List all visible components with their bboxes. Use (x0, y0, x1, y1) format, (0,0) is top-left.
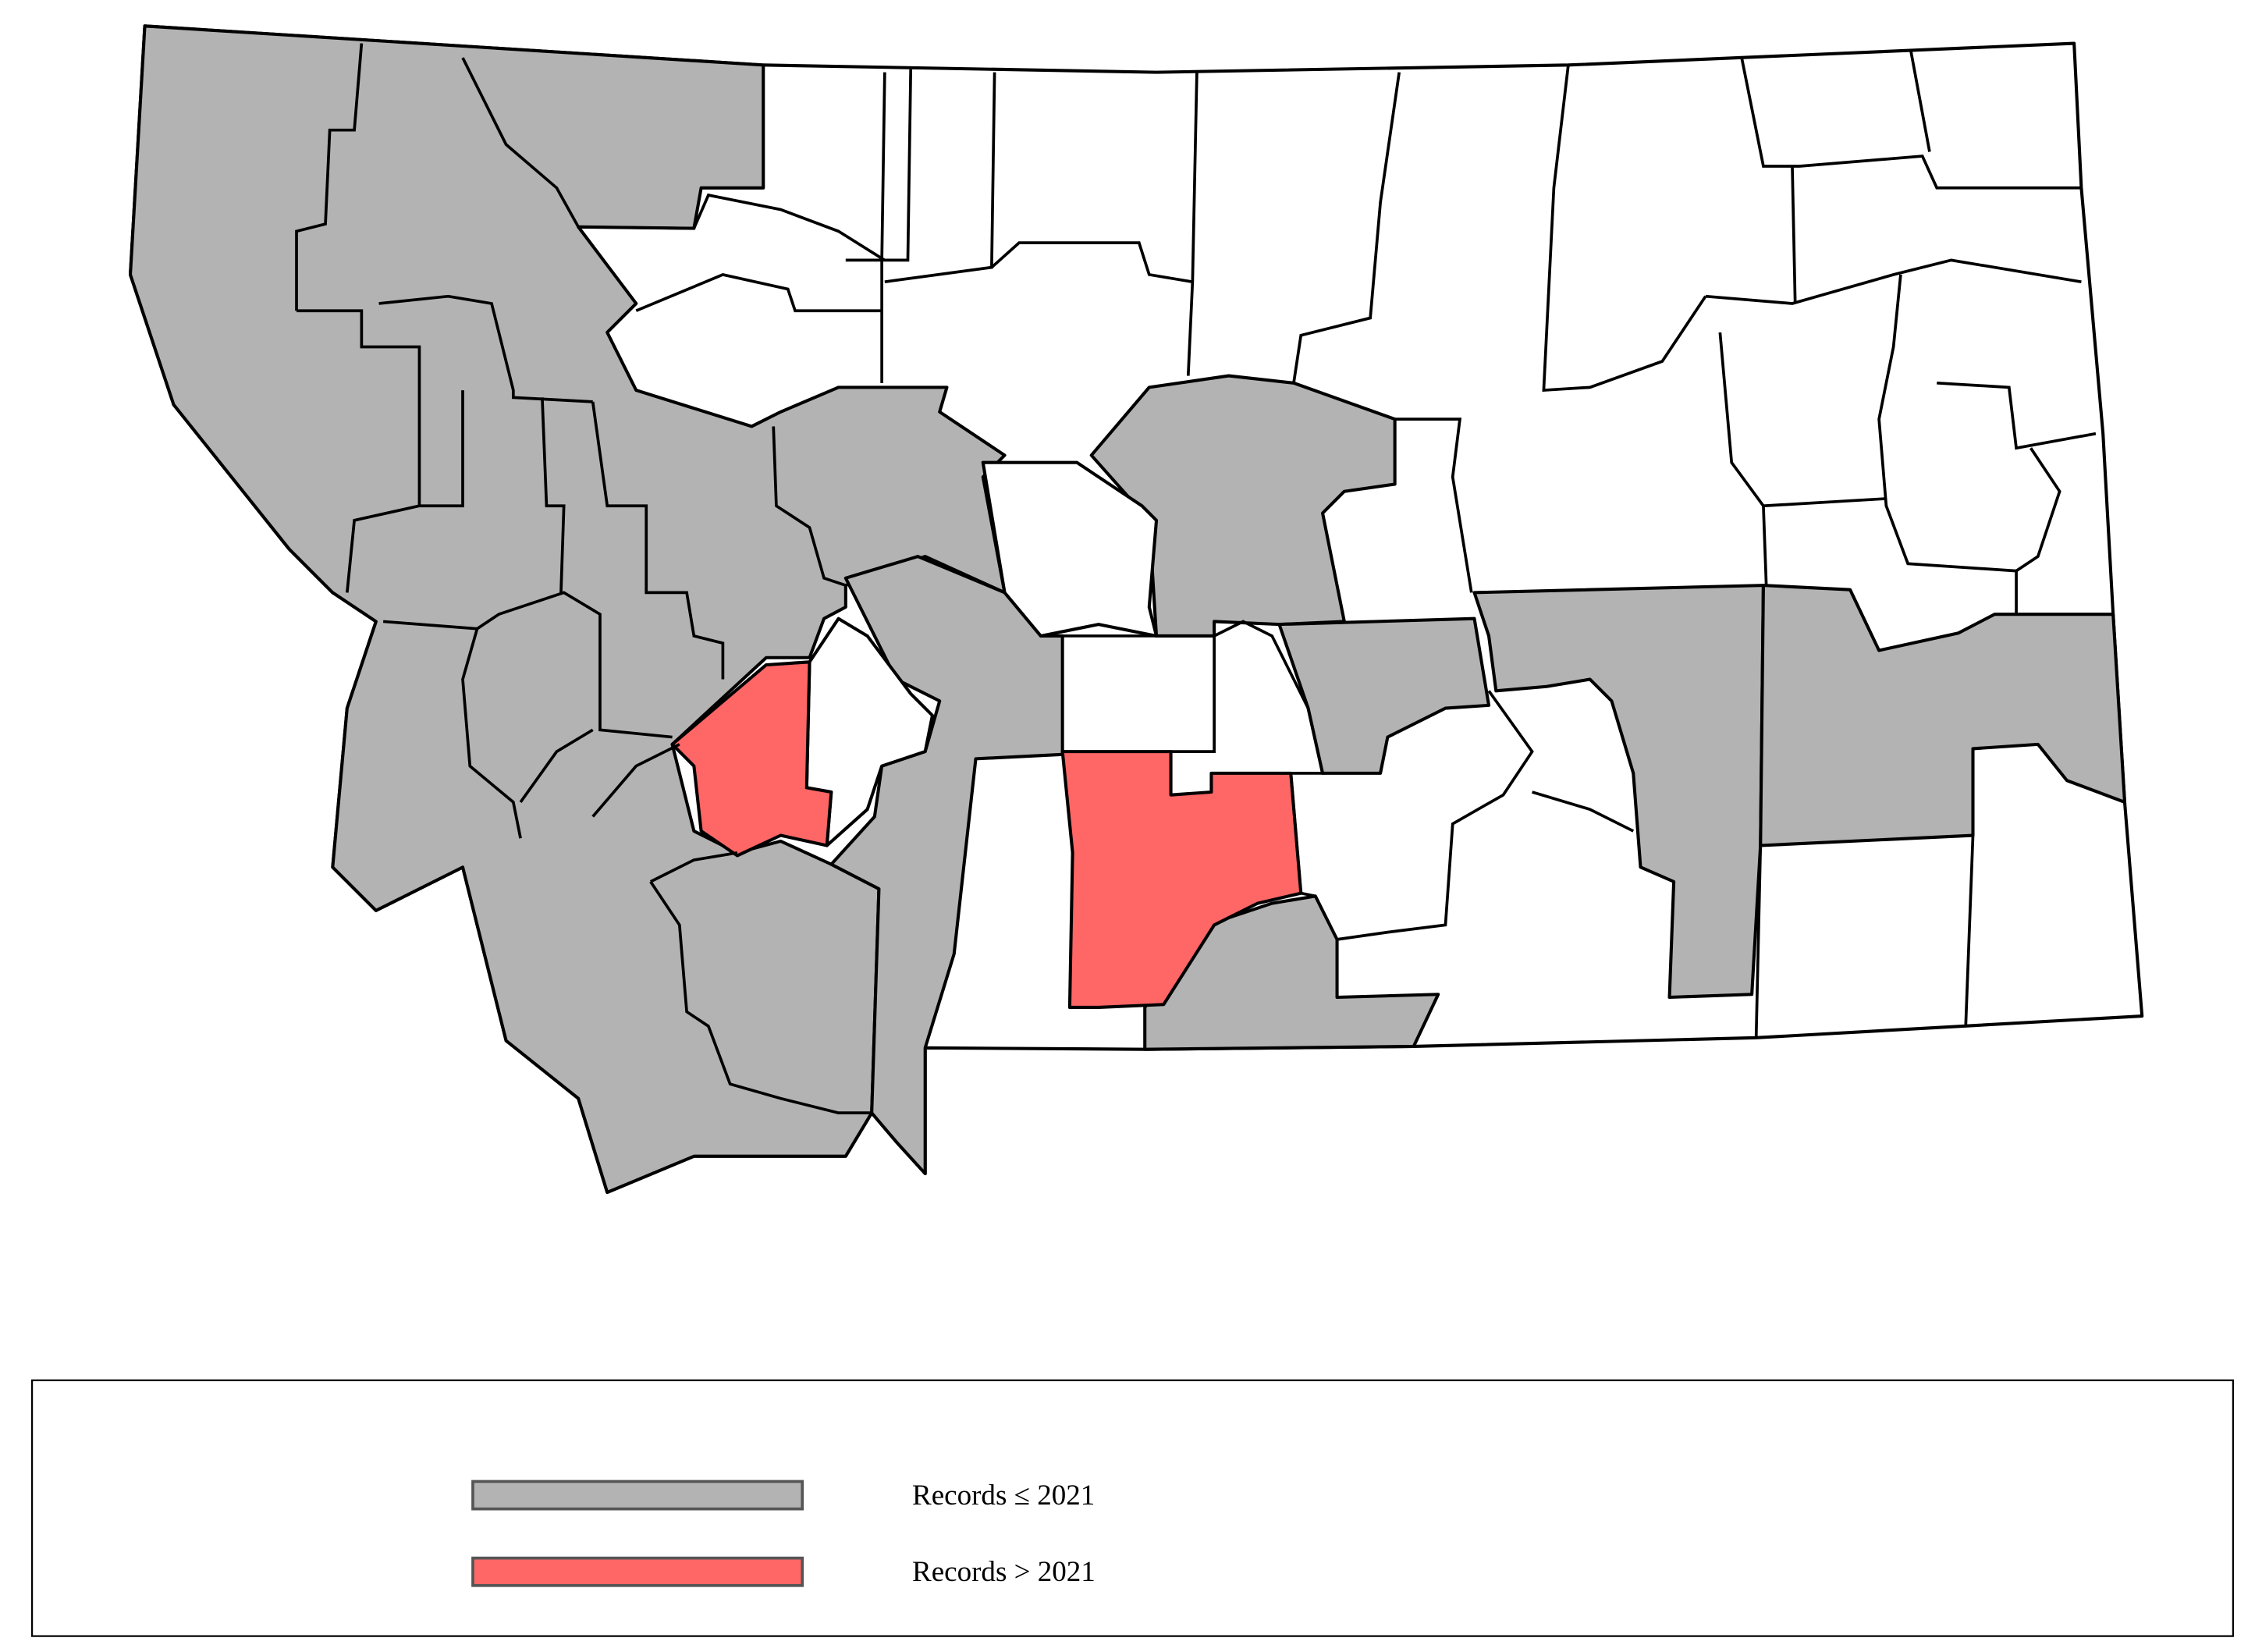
legend: Records ≤ 2021 Records > 2021 (30, 1379, 2235, 1637)
county-judith-basin-white (981, 460, 1159, 638)
legend-swatch-gt-2021 (471, 1556, 804, 1587)
legend-label-le-2021: Records ≤ 2021 (912, 1480, 1095, 1512)
county-golden-valley-stillwater (1060, 750, 1303, 1009)
legend-box (30, 1379, 2235, 1637)
county-big-horn (1143, 894, 1440, 1051)
legend-label-gt-2021: Records > 2021 (912, 1556, 1096, 1588)
counties-records-gt-2021 (670, 660, 1303, 1009)
legend-swatch-le-2021 (471, 1480, 804, 1511)
county-boundaries (295, 43, 2097, 1115)
county-west-cluster (128, 24, 1007, 1195)
county-broadwater-jefferson (670, 660, 833, 858)
